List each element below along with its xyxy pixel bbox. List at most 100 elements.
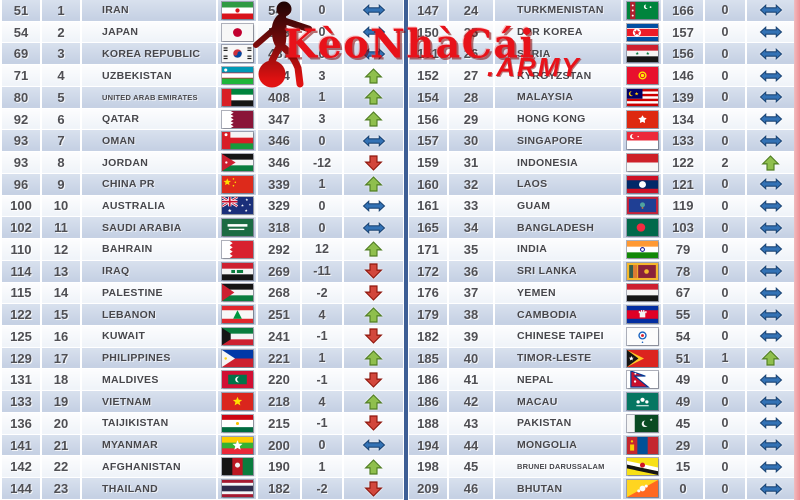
- afc-rank-cell: 23: [42, 478, 82, 499]
- world-rank-cell: 150: [409, 21, 449, 43]
- country-name-cell: PALESTINE: [82, 282, 218, 304]
- flag-indonesia-icon: [625, 153, 659, 172]
- flag-mongolia-icon: [625, 435, 659, 455]
- rank-change-cell: 0: [705, 130, 747, 152]
- flag-cell: [218, 239, 258, 260]
- world-rank-cell: 147: [409, 0, 449, 21]
- flag-cell: [623, 86, 663, 108]
- trend-same-icon: [759, 264, 783, 278]
- flag-syria-icon: [625, 44, 659, 64]
- trend-cell: [747, 283, 794, 304]
- rank-change-cell: 1: [302, 456, 344, 478]
- trend-same-icon: [759, 329, 783, 343]
- world-rank-cell: 115: [2, 282, 42, 304]
- points-cell: 200: [258, 434, 302, 456]
- points-cell: 79: [663, 239, 705, 260]
- afc-rank-cell: 32: [449, 173, 495, 195]
- flag-cambodia-icon: [625, 305, 659, 325]
- world-rank-cell: 125: [2, 326, 42, 347]
- country-name-cell: SYRIA: [495, 43, 623, 65]
- trend-cell: [747, 304, 794, 325]
- trend-same-icon: [362, 438, 386, 452]
- world-rank-cell: 159: [409, 152, 449, 173]
- world-rank-cell: 69: [2, 43, 42, 65]
- country-name-cell: IRAQ: [82, 260, 218, 282]
- flag-qatar-icon: [220, 109, 254, 129]
- rank-change-cell: 0: [705, 195, 747, 217]
- country-name-cell: INDONESIA: [495, 152, 623, 173]
- rank-change-cell: 0: [302, 21, 344, 43]
- country-name-cell: MACAU: [495, 391, 623, 412]
- ranking-row: 179 38 CAMBODIA 55 0: [409, 304, 794, 327]
- afc-rank-cell: 2: [42, 21, 82, 43]
- rank-change-cell: 1: [302, 347, 344, 369]
- ranking-row: 110 12 BAHRAIN 292 12: [2, 239, 403, 261]
- trend-cell: [344, 43, 403, 64]
- trend-down-icon: [363, 480, 384, 497]
- flag-cell: [623, 282, 663, 304]
- points-cell: 55: [663, 304, 705, 326]
- trend-cell: [344, 109, 403, 130]
- trend-same-icon: [759, 47, 783, 61]
- ranking-row: 115 14 PALESTINE 268 -2: [2, 282, 403, 305]
- flag-kuwait-icon: [220, 326, 254, 346]
- rank-change-cell: 4: [302, 304, 344, 326]
- points-cell: 156: [663, 43, 705, 65]
- rank-change-cell: 1: [302, 173, 344, 195]
- rank-change-cell: 0: [302, 195, 344, 217]
- trend-same-icon: [362, 25, 386, 39]
- points-cell: 0: [663, 478, 705, 499]
- ranking-row: 160 32 LAOS 121 0: [409, 173, 794, 196]
- flag-cell: [218, 347, 258, 369]
- rank-change-cell: -2: [302, 478, 344, 499]
- flag-cell: [218, 21, 258, 43]
- points-cell: 190: [258, 456, 302, 478]
- points-cell: 29: [663, 434, 705, 456]
- points-cell: 487: [258, 43, 302, 65]
- table-divider: [404, 0, 408, 500]
- afc-rank-cell: 28: [449, 86, 495, 108]
- points-cell: 45: [663, 412, 705, 434]
- points-cell: 269: [258, 260, 302, 282]
- afc-rank-cell: 25: [449, 21, 495, 43]
- rank-change-cell: 3: [302, 108, 344, 130]
- country-name-cell: BANGLADESH: [495, 217, 623, 239]
- ranking-row: 154 28 MALAYSIA 139 0: [409, 86, 794, 109]
- ranking-row: 142 22 AFGHANISTAN 190 1: [2, 456, 403, 479]
- flag-cell: [218, 282, 258, 304]
- trend-cell: [344, 304, 403, 325]
- flag-cell: [218, 412, 258, 434]
- world-rank-cell: 156: [409, 108, 449, 130]
- flag-cell: [623, 347, 663, 369]
- ranking-row: 156 29 HONG KONG 134 0: [409, 108, 794, 131]
- flag-india-icon: [625, 239, 659, 259]
- afc-rank-cell: 21: [42, 434, 82, 456]
- trend-same-icon: [362, 47, 386, 61]
- rank-change-cell: 0: [705, 239, 747, 260]
- afc-rank-cell: 9: [42, 173, 82, 195]
- trend-cell: [344, 478, 403, 499]
- trend-cell: [747, 239, 794, 260]
- flag-dpr-korea-icon: [625, 22, 659, 42]
- country-name-cell: AUSTRALIA: [82, 195, 218, 217]
- country-name-cell: GUAM: [495, 195, 623, 217]
- trend-up-icon: [363, 89, 384, 105]
- points-cell: 134: [663, 108, 705, 130]
- rank-change-cell: -2: [302, 282, 344, 304]
- country-name-cell: UZBEKISTAN: [82, 65, 218, 86]
- world-rank-cell: 188: [409, 412, 449, 434]
- world-rank-cell: 129: [2, 347, 42, 369]
- trend-cell: [747, 174, 794, 195]
- flag-brunei-darussalam-icon: [625, 457, 659, 477]
- afc-rank-cell: 33: [449, 195, 495, 217]
- rank-change-cell: 0: [705, 0, 747, 21]
- country-name-cell: CHINESE TAIPEI: [495, 326, 623, 347]
- rank-change-cell: 0: [705, 108, 747, 130]
- country-name-cell: JAPAN: [82, 21, 218, 43]
- country-name-cell: LAOS: [495, 173, 623, 195]
- rank-change-cell: 0: [302, 43, 344, 65]
- flag-kyrgyzstan-icon: [625, 66, 659, 86]
- afc-rank-cell: 38: [449, 304, 495, 326]
- world-rank-cell: 171: [409, 239, 449, 260]
